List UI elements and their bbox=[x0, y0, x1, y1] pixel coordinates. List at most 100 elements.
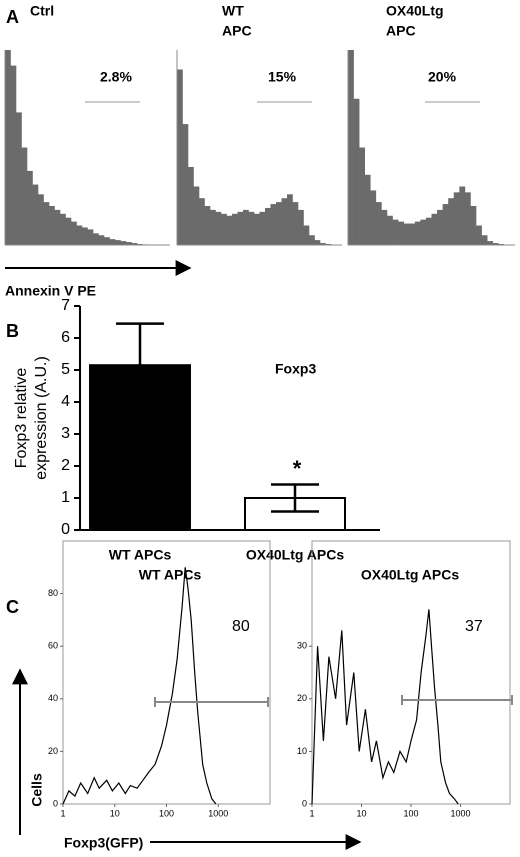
histogram-bar bbox=[292, 202, 299, 245]
histogram-bar bbox=[464, 192, 471, 245]
histogram-bar bbox=[109, 239, 116, 245]
histogram-bar bbox=[276, 202, 282, 245]
annotation: Foxp3 bbox=[275, 361, 316, 377]
histogram-bar bbox=[386, 215, 393, 245]
histogram-bar bbox=[270, 204, 277, 245]
histogram-bar bbox=[392, 219, 399, 245]
annotation: 2.8% bbox=[100, 69, 132, 85]
histogram-bar bbox=[204, 206, 211, 245]
x-tick-label: 1000 bbox=[208, 808, 228, 818]
histogram-bar bbox=[425, 217, 432, 245]
gate bbox=[401, 695, 513, 705]
histogram-bar bbox=[243, 209, 249, 245]
histogram-bar bbox=[120, 241, 127, 245]
histogram-bar bbox=[481, 235, 488, 245]
chart-title: WT APCs bbox=[139, 567, 202, 583]
x-tick-label: 1000 bbox=[450, 808, 470, 818]
histogram-bar bbox=[210, 209, 216, 245]
histogram-bar bbox=[303, 225, 310, 245]
x-axis-label: Annexin V PE bbox=[5, 283, 96, 299]
histogram-bar bbox=[398, 221, 404, 245]
histogram-bar bbox=[237, 211, 244, 245]
histogram-bar bbox=[188, 167, 194, 245]
y-tick-label: 5 bbox=[61, 361, 70, 378]
y-tick-label: 6 bbox=[61, 329, 70, 346]
histogram-bar bbox=[65, 217, 72, 245]
histogram-bar bbox=[476, 225, 482, 245]
error-bar bbox=[271, 483, 319, 513]
annotation: 20% bbox=[428, 69, 457, 85]
histogram-bar bbox=[353, 98, 360, 245]
y-tick-label: 0 bbox=[61, 521, 70, 538]
histogram-bar bbox=[182, 124, 189, 245]
histogram-bar bbox=[104, 237, 110, 245]
histogram-bar bbox=[259, 211, 266, 245]
histogram-bar bbox=[98, 235, 105, 245]
histogram-bar bbox=[226, 215, 233, 245]
x-tick-label: 100 bbox=[403, 808, 418, 818]
histogram-bar bbox=[21, 147, 28, 245]
histogram-bar bbox=[403, 223, 410, 245]
y-tick-label: 40 bbox=[48, 693, 58, 703]
x-tick-label: 1 bbox=[309, 808, 314, 818]
histogram-bar bbox=[437, 209, 443, 245]
histogram-bar bbox=[314, 240, 321, 245]
histogram-bar bbox=[487, 241, 494, 245]
x-axis-label: Foxp3(GFP) bbox=[64, 835, 143, 851]
histogram-bar bbox=[420, 219, 427, 245]
histogram-bar bbox=[93, 233, 99, 245]
histogram-bar bbox=[49, 206, 55, 245]
annotation: 15% bbox=[268, 69, 297, 85]
x-tick-label: 10 bbox=[356, 808, 366, 818]
y-tick-label: 0 bbox=[302, 798, 307, 808]
histogram-bar bbox=[281, 198, 288, 245]
y-tick-label: 0 bbox=[53, 798, 58, 808]
histogram-bar bbox=[459, 186, 466, 245]
histogram-bar bbox=[131, 243, 138, 245]
histogram-bar bbox=[60, 213, 66, 245]
histogram-bar bbox=[375, 202, 382, 245]
histogram-bar bbox=[359, 147, 365, 245]
y-tick-label: 60 bbox=[48, 641, 58, 651]
chart-title: APC bbox=[386, 23, 416, 39]
histogram-bar bbox=[442, 204, 449, 245]
gate bbox=[154, 697, 269, 707]
annotation: * bbox=[293, 456, 302, 481]
histogram-bar bbox=[82, 227, 88, 245]
histogram-bar bbox=[470, 206, 477, 245]
histogram-bar bbox=[71, 221, 77, 245]
y-axis-label: Foxp3 relative bbox=[13, 368, 30, 469]
chart-title: APC bbox=[222, 23, 252, 39]
panel-label: C bbox=[6, 597, 19, 617]
y-tick-label: 20 bbox=[48, 746, 58, 756]
histogram-bar bbox=[298, 209, 304, 245]
y-tick-label: 7 bbox=[61, 297, 70, 314]
histogram-bar bbox=[309, 235, 315, 245]
panel-label: A bbox=[6, 7, 19, 27]
y-tick-label: 1 bbox=[61, 489, 70, 506]
histogram-bar bbox=[381, 209, 388, 245]
histogram-bar bbox=[320, 243, 326, 245]
chart-title: OX40Ltg APCs bbox=[361, 567, 459, 583]
histogram-bar bbox=[431, 213, 438, 245]
histogram-bar bbox=[115, 240, 121, 245]
y-tick-label: 3 bbox=[61, 425, 70, 442]
histogram-bar bbox=[43, 202, 50, 245]
histogram-bar bbox=[126, 242, 132, 245]
error-bar bbox=[116, 322, 164, 409]
histogram-bar bbox=[5, 50, 11, 245]
annotation: 37 bbox=[465, 618, 483, 635]
histogram-bar bbox=[38, 194, 44, 245]
y-tick-label: 20 bbox=[297, 693, 307, 703]
histogram-bar bbox=[10, 65, 17, 245]
histogram-bar bbox=[453, 192, 460, 245]
histogram-bar bbox=[370, 190, 377, 245]
histogram-bar bbox=[492, 243, 499, 245]
histogram-bar bbox=[177, 69, 183, 245]
histogram-bar bbox=[199, 198, 205, 245]
x-tick-label: 1 bbox=[60, 808, 65, 818]
y-tick-label: 80 bbox=[48, 588, 58, 598]
x-tick-label: 10 bbox=[110, 808, 120, 818]
chart-title: Ctrl bbox=[30, 3, 54, 19]
